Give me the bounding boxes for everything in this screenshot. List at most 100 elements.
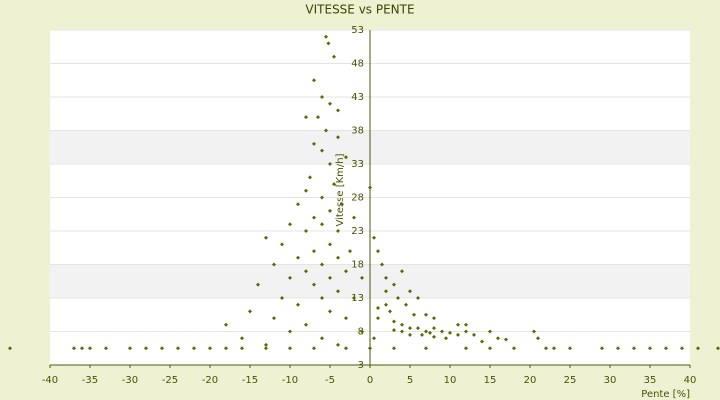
point [456,322,460,327]
point [264,346,268,351]
point [272,316,276,321]
point [324,34,328,39]
x-tick-label: -35 [82,375,98,386]
point [600,346,604,351]
point [372,235,376,240]
point [392,282,396,287]
point [80,346,84,351]
point [264,342,268,347]
point [432,334,436,339]
point [336,135,340,140]
point [488,346,492,351]
point [384,289,388,294]
point [336,108,340,113]
point [288,346,292,351]
point [328,101,332,106]
point [340,202,344,207]
point [240,346,244,351]
point [372,336,376,341]
point [464,346,468,351]
point [396,296,400,300]
point [312,141,316,146]
point [416,296,420,300]
point [320,148,324,153]
point [392,328,396,333]
chart-title: VITESSE vs PENTE [305,3,414,17]
point [444,336,448,341]
point [464,329,468,334]
point [716,346,720,351]
point [344,155,348,160]
point [328,208,332,213]
x-tick-label: 35 [644,375,657,386]
x-tick-label: -40 [42,375,58,386]
point [312,215,316,220]
point [432,326,436,331]
x-tick-label: 0 [367,375,373,386]
point [312,282,316,287]
point [312,346,316,351]
point [488,329,492,334]
x-axis-title: Pente [%] [641,389,690,400]
point [336,229,340,233]
x-tick-label: 15 [484,375,497,386]
point [420,332,424,337]
point [344,316,348,321]
point [388,309,392,314]
x-tick-label: 20 [524,375,537,386]
point [332,54,336,59]
point [696,346,700,351]
x-tick-label: -15 [242,375,258,386]
point [128,346,132,351]
point [328,242,332,247]
y-tick-label: 28 [351,193,364,204]
point [336,289,340,294]
point [360,329,364,334]
y-axis-title: Vitesse [Km/h] [335,153,346,226]
y-tick-label: 53 [351,25,364,36]
point [504,337,508,342]
x-tick-label: -20 [202,375,218,386]
point [456,332,460,337]
point [288,329,292,334]
point [408,289,412,294]
point [536,336,540,341]
point [648,346,652,351]
y-tick-label: 33 [351,159,364,170]
point [424,346,428,351]
point [464,322,468,327]
point [224,322,228,327]
point [616,346,620,351]
x-tick-label: 5 [407,375,413,386]
point [288,222,292,227]
point [312,78,316,83]
point [440,329,444,334]
point [304,188,308,193]
point [408,332,412,337]
point [348,249,352,254]
point [312,249,316,254]
point [296,302,300,307]
point [368,185,372,190]
y-tick-label: 18 [351,260,364,271]
point [324,128,328,133]
point [344,269,348,274]
point [88,346,92,351]
point [240,336,244,341]
x-tick-label: 25 [564,375,577,386]
point [72,346,76,351]
point [432,316,436,321]
point [296,202,300,207]
point [424,312,428,317]
point [320,262,324,267]
point [192,346,196,351]
point [320,95,324,99]
point [304,269,308,274]
point [328,309,332,314]
point [328,275,332,280]
point [160,346,164,351]
point [264,235,268,240]
point [320,195,324,200]
point [316,115,320,120]
y-tick-label: 43 [351,92,364,103]
